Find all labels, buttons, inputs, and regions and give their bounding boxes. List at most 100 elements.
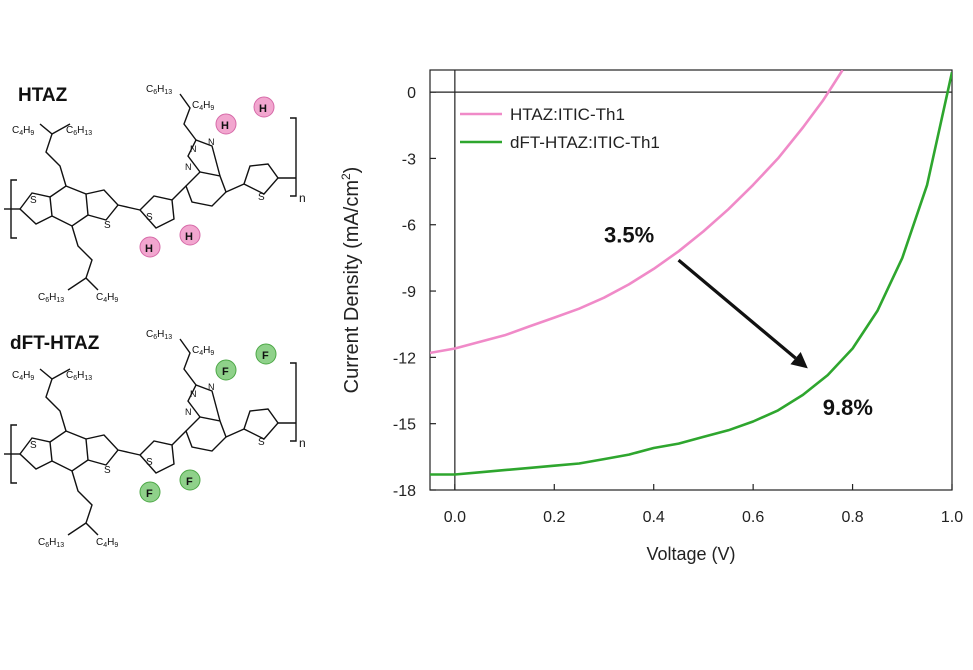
thiophene-ring [85,189,119,221]
s-atom: S [104,465,111,476]
chain-label: C6H13 [38,292,64,304]
benzene-ring [49,430,89,472]
n-atom: N [190,144,197,154]
chain-label: C6H13 [38,537,64,549]
f-marker [139,481,161,503]
efficiency-annotation: 9.8% [823,395,873,420]
benzotriazole-ring [185,416,227,452]
f-atom: F [146,488,153,500]
series-line-1 [430,70,844,355]
s-atom: S [146,457,153,468]
chemical-structures [4,93,297,536]
thiophene-ring [85,434,119,466]
thiophene-ring [243,408,279,440]
f-marker [255,343,277,365]
series-line-2 [430,71,952,476]
bond [225,183,245,193]
bracket-right [290,117,297,197]
chain-label: C6H13 [146,329,172,341]
h-atom: H [221,120,229,132]
n-atom: N [185,407,192,417]
f-atom: F [262,350,269,362]
s-atom: S [258,192,265,203]
dft-htaz-structure [4,338,297,536]
bond [225,428,245,438]
x-tick-label: 1.0 [941,509,963,526]
benzene-ring [49,185,89,227]
n-atom: N [208,382,215,392]
benzotriazole-ring [185,171,227,207]
x-tick-label: 0.6 [742,509,764,526]
alkyl-chain [39,123,67,187]
bond [117,204,141,211]
h-atom: H [145,243,153,255]
chain-label: C6H13 [146,84,172,96]
x-tick-label: 0.8 [841,509,863,526]
alkyl-chain [39,368,67,432]
alkyl-chain [179,338,197,386]
chain-label: C4H9 [96,292,118,304]
thiophene-ring [19,437,53,470]
annotations: 3.5% 9.8% [604,222,873,419]
thiophene-ring [139,440,175,474]
chain-label: C4H9 [192,345,214,357]
y-axis-label: Current Density (mA/cm2) [339,167,363,394]
chain-label: C4H9 [12,370,34,382]
legend: HTAZ:ITIC-Th1 dFT-HTAZ:ITIC-Th1 [460,105,660,152]
x-tick-label: 0.2 [543,509,565,526]
chain-label: C4H9 [96,537,118,549]
alkyl-chain [71,470,99,536]
chain-label: C4H9 [192,100,214,112]
thiophene-ring [139,195,175,229]
chain-label: C4H9 [12,125,34,137]
structure-labels: HTAZ dFT-HTAZ H H H H F F F F S S S S S … [10,84,306,549]
h-atom: H [259,103,267,115]
substituent-markers [139,96,277,503]
alkyl-chain [67,522,87,536]
y-tick-label: -12 [393,350,416,367]
s-atom: S [104,220,111,231]
n-atom: N [190,389,197,399]
alkyl-chain [179,93,197,141]
jv-plot: 0.0 0.2 0.4 0.6 0.8 1.0 0 -3 -6 -9 -12 -15 -18 HTAZ:… [339,69,963,564]
bond [117,449,141,456]
alkyl-chain [71,225,99,291]
bond [171,185,187,201]
s-atom: S [30,440,37,451]
f-atom: F [222,366,229,378]
bond [171,430,187,446]
x-axis-label: Voltage (V) [646,544,735,564]
chain-label: C6H13 [66,125,92,137]
chain-label: C6H13 [66,370,92,382]
s-atom: S [258,437,265,448]
alkyl-chain [51,123,71,135]
y-tick-label: -6 [402,218,416,235]
s-atom: S [30,195,37,206]
h-marker [179,224,201,246]
thiophene-ring [243,163,279,195]
legend-label: dFT-HTAZ:ITIC-Th1 [510,133,660,152]
arrow-shaft [677,258,797,360]
f-atom: F [186,476,193,488]
f-marker [179,469,201,491]
y-tick-label: -3 [402,151,416,168]
h-marker [215,113,237,135]
dft-htaz-title: dFT-HTAZ [10,333,100,354]
x-tick-label: 0.4 [643,509,665,526]
f-marker [215,359,237,381]
repeat-subscript: n [299,191,306,205]
n-atom: N [185,162,192,172]
x-tick-label: 0.0 [444,509,466,526]
plot-frame [429,69,953,491]
efficiency-annotation: 3.5% [604,222,654,247]
n-atom: N [208,137,215,147]
alkyl-chain [67,277,87,291]
htaz-title: HTAZ [18,85,68,106]
thiophene-ring [19,192,53,225]
h-atom: H [185,231,193,243]
y-tick-label: -18 [393,483,416,500]
y-tick-label: -9 [402,284,416,301]
series-layer [430,70,952,476]
legend-label: HTAZ:ITIC-Th1 [510,105,625,124]
y-tick-label: -15 [393,417,416,434]
